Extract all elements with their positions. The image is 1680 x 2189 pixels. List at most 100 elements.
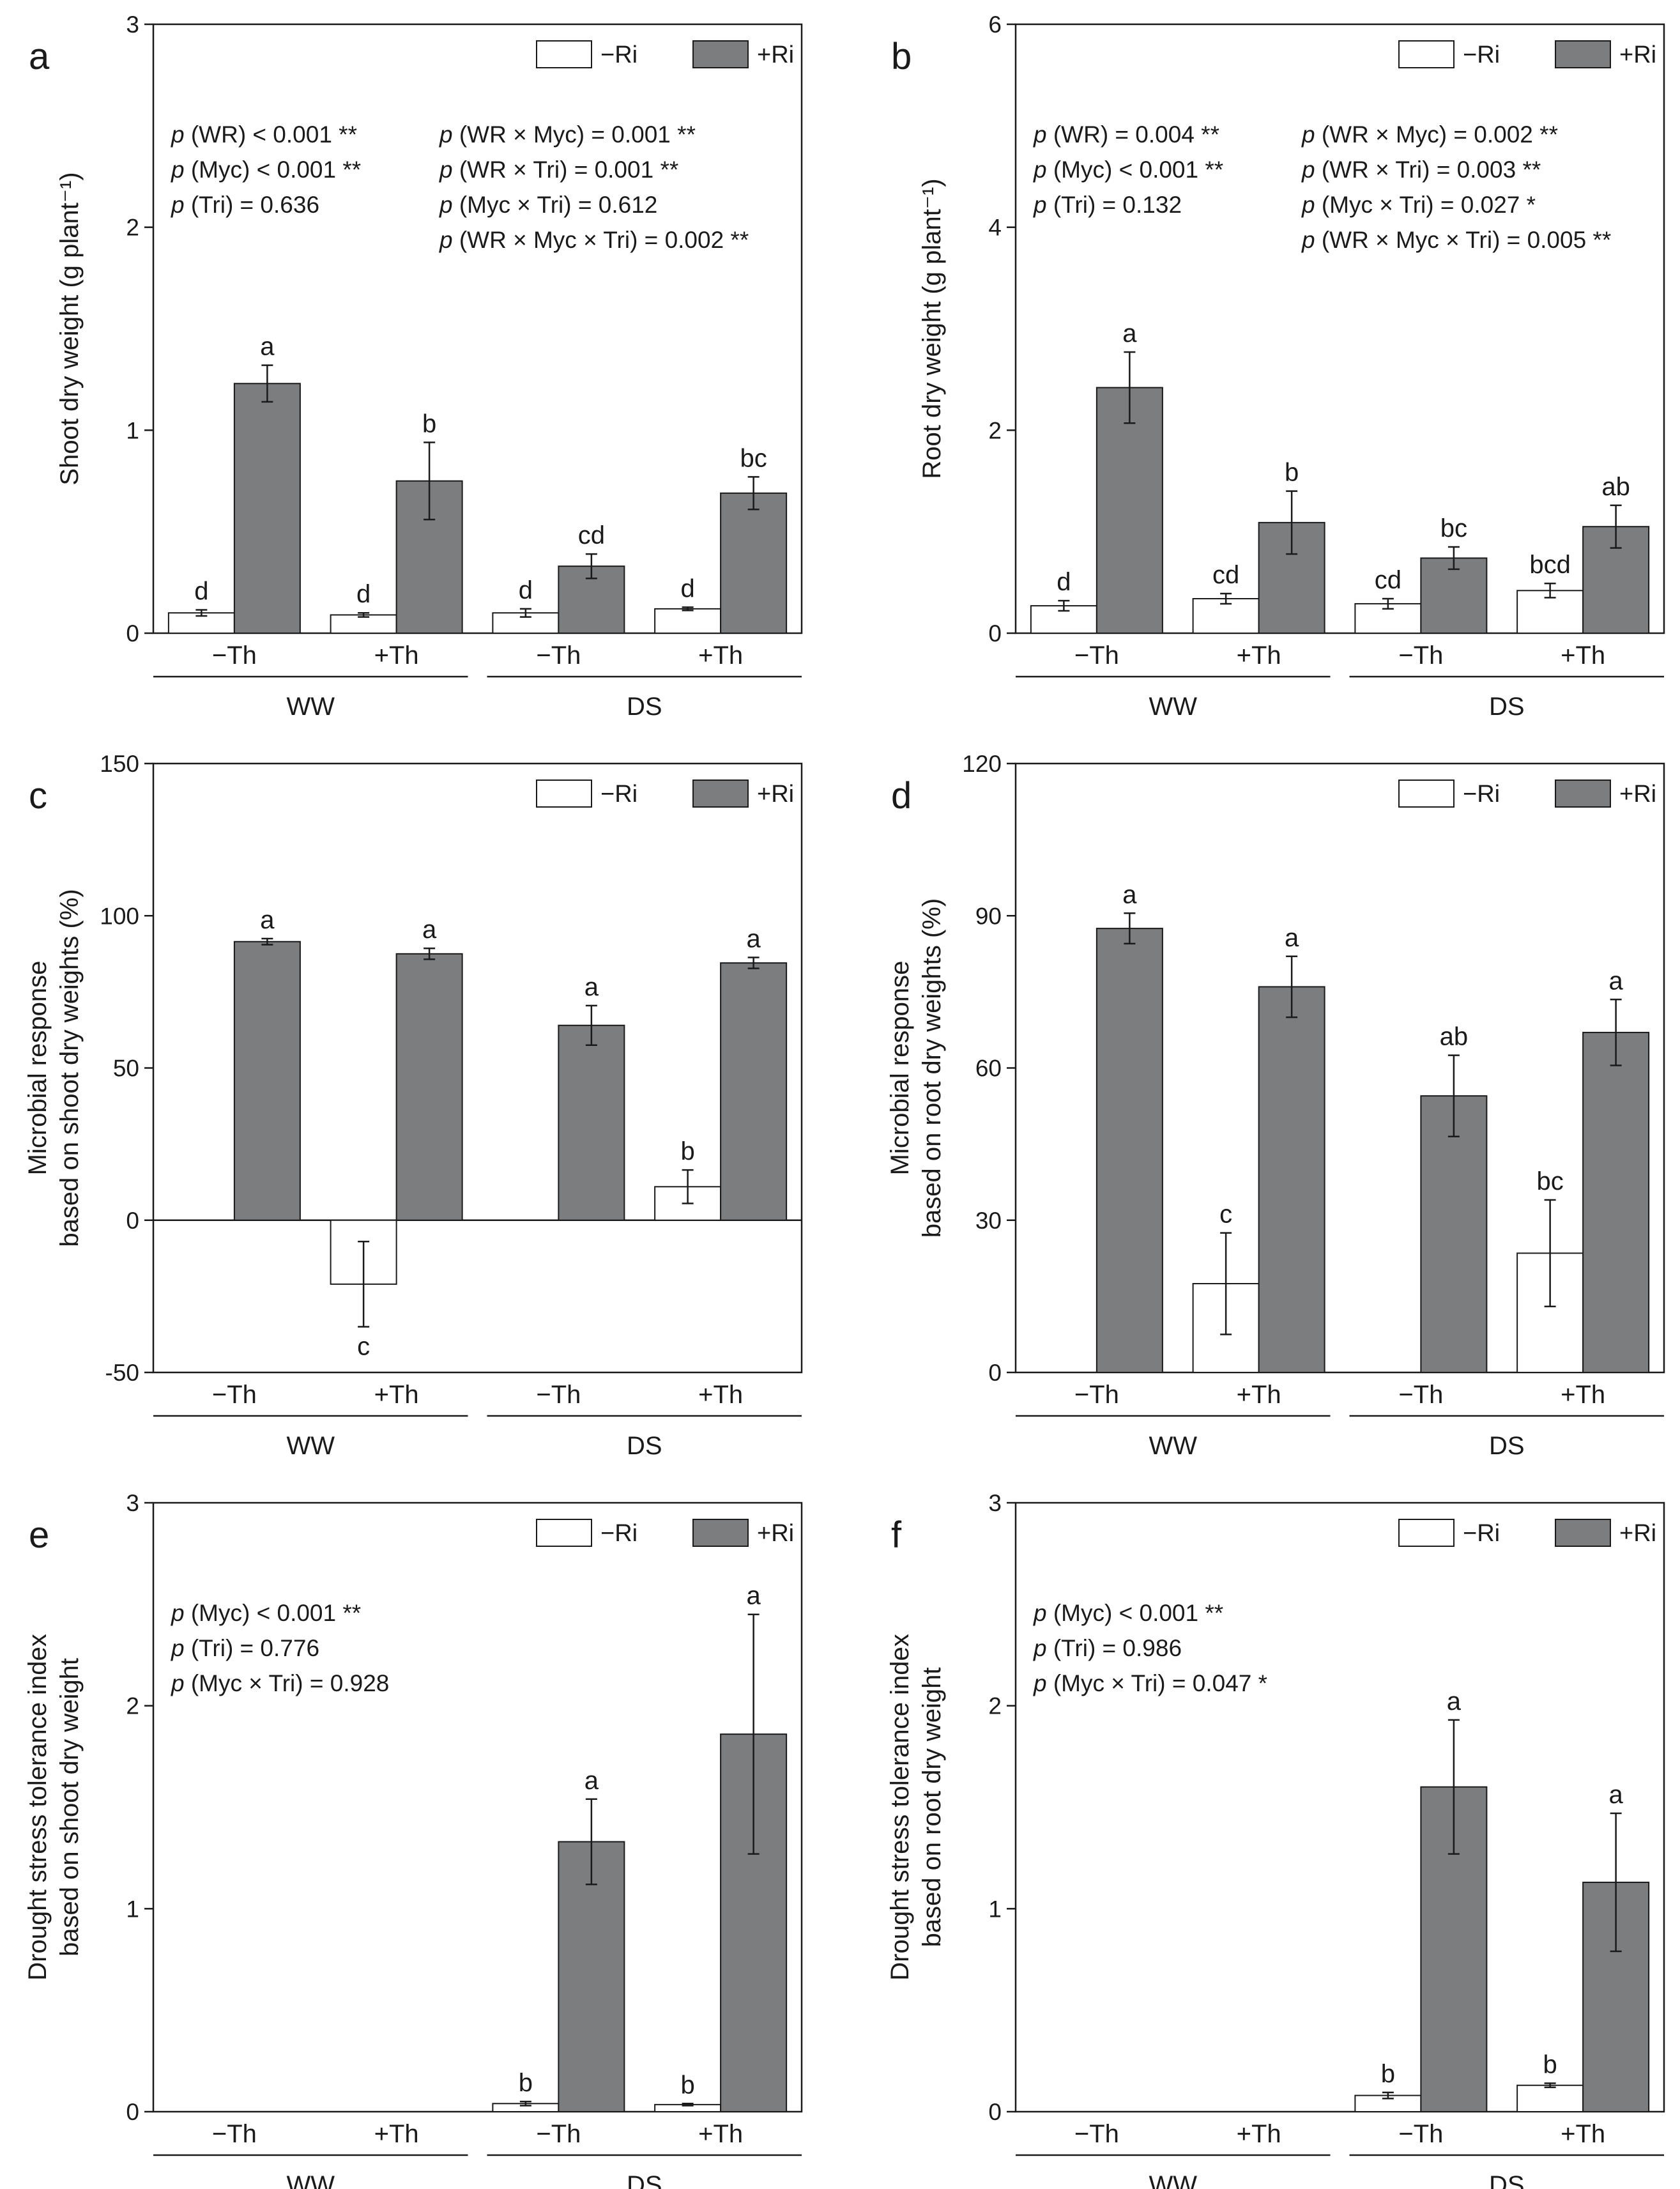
y-axis-title: Root dry weight (g plant⁻¹) bbox=[918, 178, 946, 479]
bar-plus-ri bbox=[720, 492, 788, 634]
y-tick-label: 0 bbox=[988, 620, 1002, 647]
y-tick-label: 4 bbox=[988, 215, 1002, 241]
legend-swatch-plus-ri bbox=[1555, 780, 1611, 808]
x-category-label: +Th bbox=[1561, 1381, 1605, 1409]
x-category-label: +Th bbox=[374, 641, 419, 670]
significance-letter: b bbox=[519, 2069, 533, 2097]
y-axis-title-line: based on root dry weights (%) bbox=[918, 898, 946, 1238]
x-category-label: −Th bbox=[1074, 641, 1119, 670]
legend-swatch-plus-ri bbox=[1555, 1519, 1611, 1547]
stat-line: p (WR × Myc) = 0.001 ** bbox=[439, 121, 696, 148]
legend-label: −Ri bbox=[600, 781, 638, 808]
y-tick-label: 30 bbox=[975, 1208, 1002, 1234]
y-tick-label: 6 bbox=[988, 12, 1002, 38]
group-label: WW bbox=[1149, 2171, 1197, 2189]
stat-line: p (WR × Myc) = 0.002 ** bbox=[1301, 121, 1558, 148]
significance-letter: b bbox=[1285, 459, 1299, 487]
x-category-label: +Th bbox=[1237, 1381, 1281, 1409]
significance-letter: cd bbox=[1375, 566, 1401, 594]
y-tick-label: 90 bbox=[975, 903, 1002, 929]
legend-swatch-minus-ri bbox=[1398, 40, 1455, 68]
stat-line: p (Myc) < 0.001 ** bbox=[171, 157, 361, 183]
x-category-label: −Th bbox=[1398, 1381, 1443, 1409]
y-tick-label: 2 bbox=[126, 215, 139, 241]
significance-letter: c bbox=[357, 1333, 370, 1361]
panel-label: b bbox=[891, 36, 912, 77]
significance-letter: ab bbox=[1601, 473, 1630, 501]
y-axis-title-line: based on root dry weight bbox=[918, 1667, 946, 1947]
significance-letter: a bbox=[422, 916, 437, 944]
x-category-label: +Th bbox=[374, 2120, 419, 2148]
x-category-label: −Th bbox=[536, 641, 581, 670]
y-axis-title-line: Microbial response bbox=[24, 961, 52, 1176]
x-category-label: −Th bbox=[1074, 1381, 1119, 1409]
group-label: WW bbox=[286, 2171, 335, 2189]
y-tick-label: 2 bbox=[126, 1693, 139, 1719]
stat-line: p (WR) < 0.001 ** bbox=[171, 121, 357, 148]
significance-letter: bc bbox=[1440, 514, 1467, 542]
significance-letter: b bbox=[681, 1137, 695, 1165]
significance-letter: ab bbox=[1440, 1023, 1469, 1051]
legend-swatch-minus-ri bbox=[536, 1519, 592, 1547]
significance-letter: a bbox=[1122, 880, 1137, 909]
legend-label: +Ri bbox=[757, 781, 794, 808]
legend-label: +Ri bbox=[1619, 781, 1656, 808]
stat-line: p (Myc) < 0.001 ** bbox=[1033, 1600, 1223, 1626]
plot-frame bbox=[152, 23, 803, 634]
significance-letter: d bbox=[519, 576, 533, 604]
y-tick-label: 0 bbox=[126, 620, 139, 647]
y-tick-label: 1 bbox=[126, 1896, 139, 1922]
plot-frame bbox=[1014, 23, 1665, 634]
legend-label: +Ri bbox=[757, 42, 794, 68]
stat-line: p (Tri) = 0.132 bbox=[1033, 192, 1182, 218]
stat-line: p (WR × Tri) = 0.001 ** bbox=[439, 157, 678, 183]
group-label: DS bbox=[1489, 693, 1525, 721]
legend-label: −Ri bbox=[600, 42, 638, 68]
significance-letter: a bbox=[584, 973, 599, 1001]
y-tick-label: 50 bbox=[113, 1056, 139, 1082]
panel-b: b 0 2 4 6 Root dry weight (g plant⁻¹) −Ri +Ri p … bbox=[891, 12, 1665, 721]
y-tick-label: 2 bbox=[988, 417, 1002, 443]
legend-label: −Ri bbox=[1463, 781, 1500, 808]
y-tick-label: 1 bbox=[988, 1896, 1002, 1922]
y-tick-label: 0 bbox=[126, 2099, 139, 2125]
y-tick-label: 100 bbox=[100, 903, 139, 929]
legend-swatch-plus-ri bbox=[692, 1519, 749, 1547]
bar-plus-ri bbox=[720, 962, 788, 1221]
y-tick-label: 0 bbox=[988, 1360, 1002, 1386]
y-axis-title: Shoot dry weight (g plant⁻¹) bbox=[56, 172, 84, 485]
legend-swatch-plus-ri bbox=[1555, 40, 1611, 68]
significance-letter: d bbox=[356, 580, 370, 608]
panel-label: f bbox=[891, 1514, 902, 1556]
plot-frame bbox=[152, 1502, 803, 2113]
significance-letter: cd bbox=[1212, 561, 1239, 589]
significance-letter: bc bbox=[740, 444, 767, 472]
x-category-label: −Th bbox=[536, 2120, 581, 2148]
significance-letter: bc bbox=[1537, 1167, 1564, 1195]
x-category-label: −Th bbox=[212, 1381, 257, 1409]
y-tick-label: 120 bbox=[962, 751, 1002, 777]
legend-label: −Ri bbox=[1463, 1520, 1500, 1547]
x-category-label: +Th bbox=[1237, 2120, 1281, 2148]
x-category-label: +Th bbox=[374, 1381, 419, 1409]
significance-letter: bcd bbox=[1529, 551, 1571, 579]
legend-label: −Ri bbox=[600, 1520, 638, 1547]
significance-letter: a bbox=[260, 906, 275, 934]
y-tick-label: -50 bbox=[105, 1360, 139, 1386]
stat-line: p (Myc × Tri) = 0.928 bbox=[171, 1670, 389, 1696]
x-category-label: +Th bbox=[1237, 641, 1281, 670]
legend-swatch-plus-ri bbox=[692, 40, 749, 68]
significance-letter: b bbox=[1543, 2051, 1557, 2079]
x-category-label: −Th bbox=[212, 2120, 257, 2148]
x-category-label: +Th bbox=[1561, 641, 1605, 670]
significance-letter: d bbox=[681, 574, 695, 603]
stat-line: p (WR × Myc × Tri) = 0.005 ** bbox=[1301, 227, 1611, 253]
stat-line: p (Myc) < 0.001 ** bbox=[1033, 157, 1223, 183]
panel-label: a bbox=[29, 36, 50, 77]
significance-letter: a bbox=[1609, 1781, 1624, 1809]
legend-label: −Ri bbox=[1463, 42, 1500, 68]
stat-line: p (Myc × Tri) = 0.612 bbox=[439, 192, 657, 218]
panel-f: f 0 1 2 3 Drought stress tolerance index based… bbox=[886, 1490, 1665, 2189]
legend-label: +Ri bbox=[1619, 42, 1656, 68]
